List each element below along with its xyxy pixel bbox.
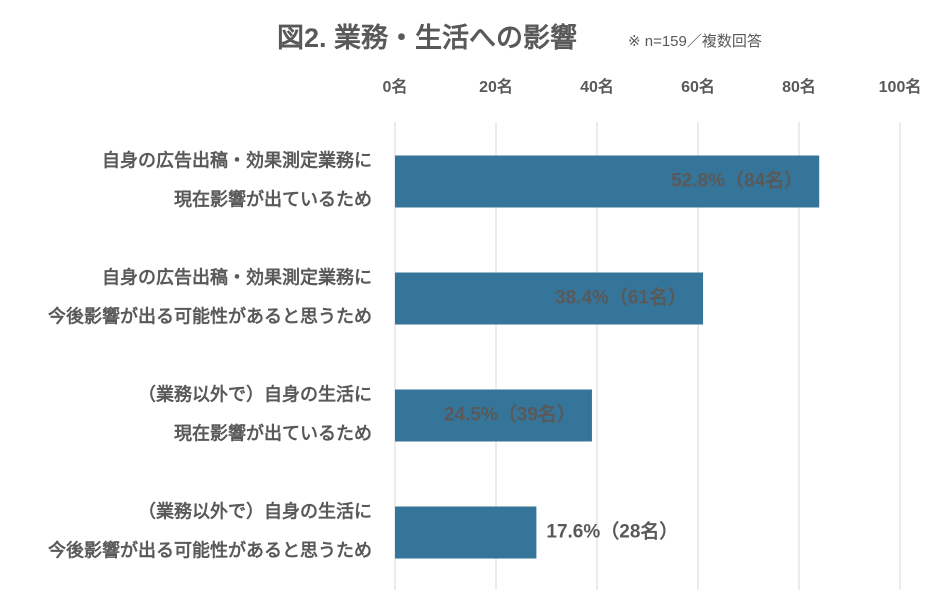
value-label: 24.5%（39名） <box>444 403 576 426</box>
y-tick-label: 今後影響が出る可能性があると思うため <box>48 539 372 560</box>
y-tick-label: （業務以外で）自身の生活に <box>138 383 372 404</box>
chart-subtitle: ※ n=159／複数回答 <box>628 33 762 50</box>
y-tick-label: 自身の広告出稿・効果測定業務に <box>102 149 372 170</box>
y-tick-label: 今後影響が出る可能性があると思うため <box>48 305 372 326</box>
value-label: 38.4%（61名） <box>555 286 687 309</box>
y-tick-label: 現在影響が出ているため <box>174 188 372 209</box>
y-tick-label: （業務以外で）自身の生活に <box>138 500 372 521</box>
bar <box>395 389 592 442</box>
x-tick-label: 0名 <box>383 77 408 96</box>
y-tick-label: 現在影響が出ているため <box>174 422 372 443</box>
bar <box>395 272 704 325</box>
x-tick-label: 40名 <box>580 77 614 96</box>
value-label: 52.8%（84名） <box>671 169 803 192</box>
value-label: 17.6%（28名） <box>546 520 678 543</box>
bar <box>395 155 820 208</box>
x-tick-label: 100名 <box>879 77 922 96</box>
x-tick-label: 60名 <box>681 77 715 96</box>
chart-title: 図2. 業務・生活への影響 <box>277 22 577 53</box>
x-tick-label: 80名 <box>782 77 816 96</box>
bar <box>395 506 537 559</box>
y-tick-label: 自身の広告出稿・効果測定業務に <box>102 266 372 287</box>
x-tick-label: 20名 <box>479 77 513 96</box>
